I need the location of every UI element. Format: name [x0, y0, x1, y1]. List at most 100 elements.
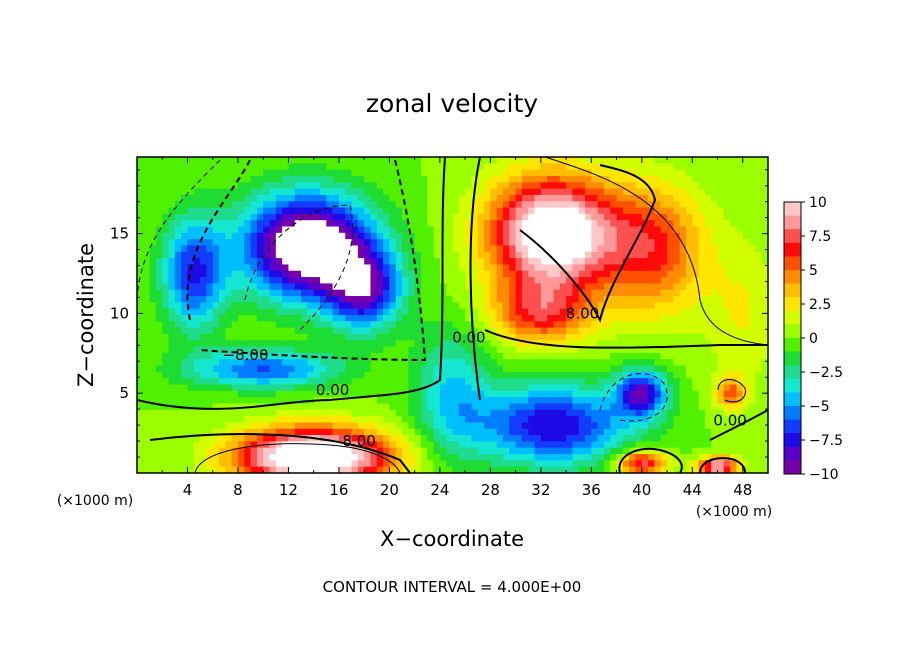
heatmap-cell — [414, 175, 422, 183]
heatmap-cell — [414, 201, 422, 209]
heatmap-cell — [616, 390, 624, 398]
heatmap-cell — [288, 296, 296, 303]
heatmap-cell — [301, 270, 308, 278]
heatmap-cell — [338, 283, 346, 291]
heatmap-cell — [585, 283, 592, 291]
heatmap-cell — [465, 435, 473, 442]
heatmap-cell — [597, 371, 605, 379]
heatmap-cell — [591, 397, 599, 405]
heatmap-cell — [219, 308, 226, 316]
heatmap-cell — [736, 428, 744, 436]
heatmap-cell — [471, 365, 479, 373]
heatmap-cell — [168, 308, 176, 316]
heatmap-cell — [288, 169, 296, 177]
heatmap-cell — [149, 409, 157, 417]
heatmap-cell — [553, 365, 561, 373]
heatmap-cell — [269, 226, 277, 234]
heatmap-cell — [446, 403, 454, 411]
heatmap-cell — [528, 333, 536, 341]
heatmap-cell — [648, 169, 656, 177]
heatmap-cell — [137, 359, 144, 367]
heatmap-cell — [641, 321, 649, 329]
heatmap-cell — [641, 447, 649, 455]
heatmap-cell — [528, 194, 536, 202]
heatmap-cell — [231, 175, 239, 183]
heatmap-cell — [730, 220, 738, 228]
heatmap-cell — [446, 201, 454, 209]
heatmap-cell — [345, 226, 353, 234]
heatmap-cell — [553, 308, 561, 316]
heatmap-cell — [730, 163, 738, 171]
heatmap-cell — [711, 359, 719, 367]
heatmap-cell — [597, 258, 605, 266]
heatmap-cell — [319, 264, 327, 272]
heatmap-cell — [490, 201, 498, 209]
heatmap-cell — [402, 213, 409, 221]
heatmap-cell — [528, 466, 536, 473]
heatmap-cell — [603, 447, 611, 455]
heatmap-cell — [749, 182, 756, 190]
heatmap-cell — [515, 416, 523, 424]
heatmap-cell — [269, 390, 277, 398]
heatmap-cell — [433, 182, 441, 190]
heatmap-cell — [174, 251, 182, 259]
heatmap-cell — [446, 232, 454, 240]
heatmap-cell — [168, 264, 176, 272]
heatmap-cell — [149, 315, 157, 322]
heatmap-cell — [622, 466, 630, 473]
heatmap-cell — [730, 460, 738, 468]
heatmap-cell — [313, 447, 321, 455]
heatmap-cell — [484, 188, 491, 196]
heatmap-cell — [137, 213, 144, 221]
heatmap-cell — [275, 454, 283, 461]
heatmap-cell — [755, 289, 763, 297]
heatmap-cell — [502, 296, 510, 303]
heatmap-cell — [679, 403, 687, 411]
heatmap-cell — [219, 397, 226, 405]
heatmap-cell — [332, 422, 340, 430]
heatmap-cell — [326, 302, 334, 310]
heatmap-cell — [528, 188, 536, 196]
heatmap-cell — [345, 460, 353, 468]
heatmap-cell — [345, 169, 353, 177]
heatmap-cell — [414, 188, 422, 196]
heatmap-cell — [351, 378, 359, 386]
heatmap-cell — [225, 239, 233, 247]
heatmap-cell — [263, 277, 271, 284]
heatmap-cell — [219, 302, 226, 310]
heatmap-cell — [244, 371, 252, 379]
heatmap-cell — [225, 251, 233, 259]
heatmap-cell — [654, 454, 662, 461]
heatmap-cell — [370, 441, 378, 449]
heatmap-cell — [622, 346, 630, 354]
heatmap-cell — [660, 371, 668, 379]
heatmap-cell — [414, 213, 422, 221]
heatmap-cell — [294, 409, 302, 417]
heatmap-cell — [370, 289, 378, 297]
heatmap-cell — [307, 333, 315, 341]
heatmap-cell — [452, 245, 460, 253]
heatmap-cell — [629, 283, 637, 291]
heatmap-cell — [496, 359, 504, 367]
heatmap-cell — [256, 346, 264, 354]
heatmap-cell — [660, 352, 668, 360]
heatmap-cell — [458, 371, 466, 379]
heatmap-cell — [351, 226, 359, 234]
heatmap-cell — [698, 277, 706, 284]
heatmap-cell — [174, 296, 182, 303]
heatmap-cell — [364, 194, 372, 202]
heatmap-cell — [269, 220, 277, 228]
heatmap-cell — [376, 460, 384, 468]
heatmap-cell — [155, 346, 163, 354]
heatmap-cell — [578, 435, 586, 442]
heatmap-cell — [446, 422, 454, 430]
heatmap-cell — [256, 384, 264, 392]
heatmap-cell — [521, 428, 529, 436]
heatmap-cell — [484, 201, 491, 209]
heatmap-cell — [256, 239, 264, 247]
heatmap-cell — [629, 163, 637, 171]
heatmap-cell — [591, 460, 599, 468]
heatmap-cell — [704, 157, 712, 164]
heatmap-cell — [446, 397, 454, 405]
heatmap-cell — [585, 245, 592, 253]
